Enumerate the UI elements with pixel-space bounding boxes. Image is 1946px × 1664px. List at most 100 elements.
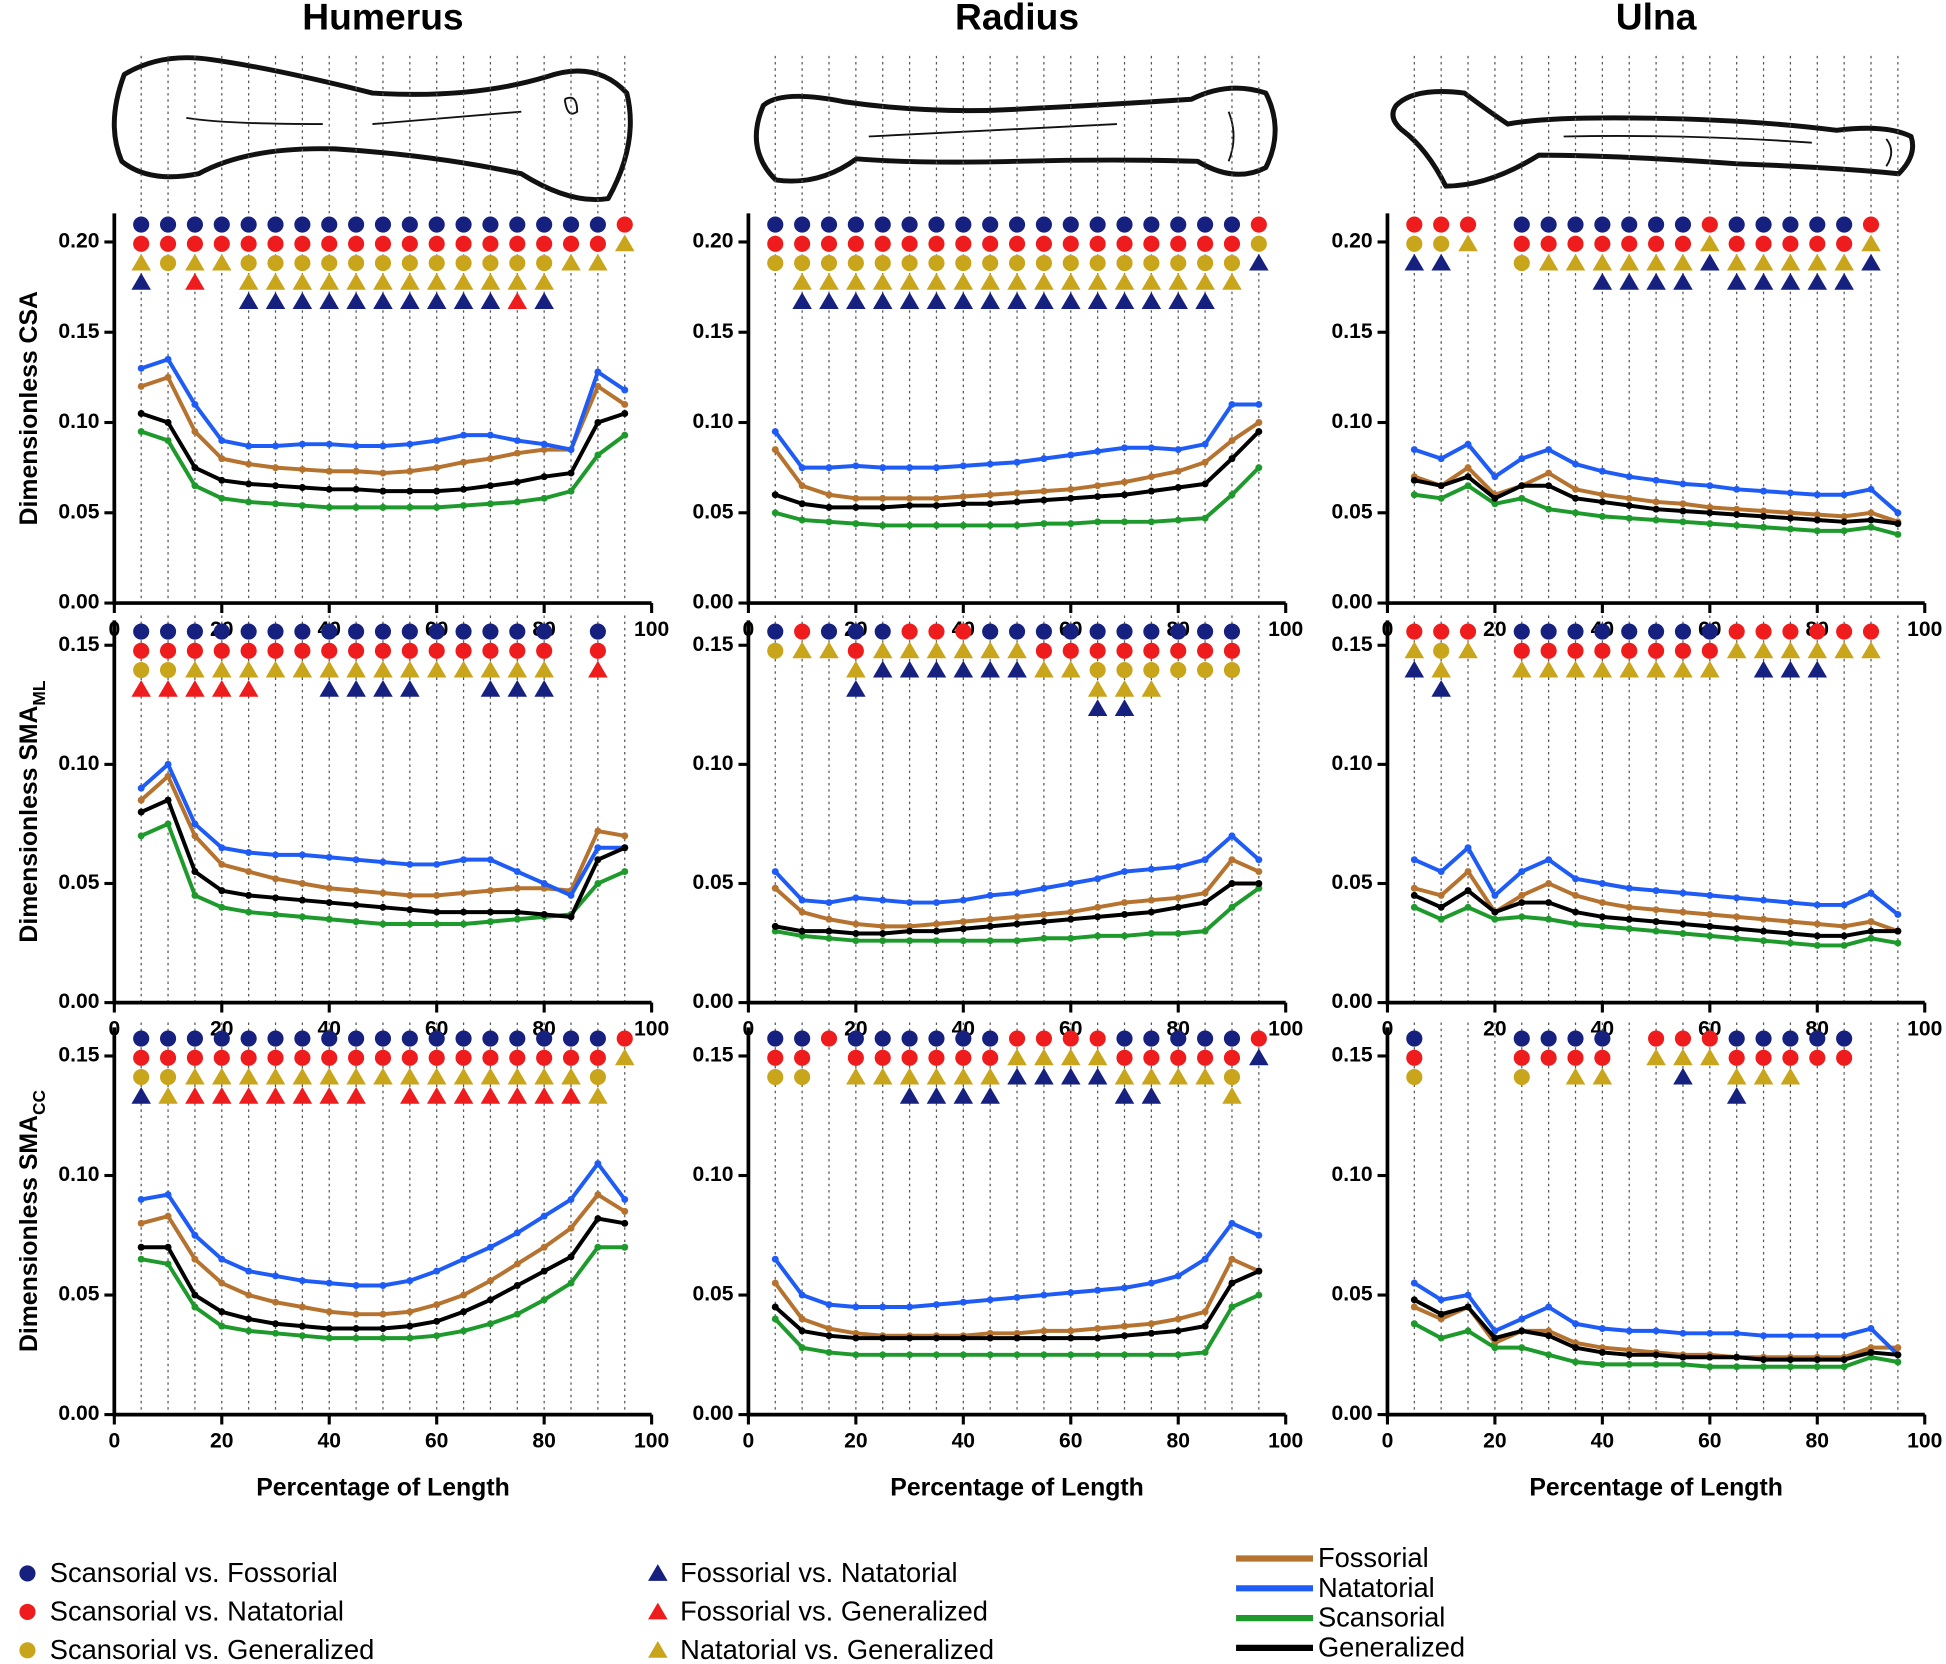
series-point	[460, 485, 468, 493]
series-point	[1813, 527, 1821, 535]
significance-marker	[1755, 623, 1772, 640]
significance-marker	[1116, 216, 1133, 233]
significance-marker	[561, 253, 581, 271]
series-point	[1067, 908, 1075, 916]
series-point	[137, 796, 145, 804]
significance-marker	[1807, 253, 1828, 271]
significance-marker	[1565, 253, 1586, 271]
series-point	[1040, 1351, 1048, 1359]
significance-marker	[1223, 1030, 1241, 1047]
significance-marker	[1061, 292, 1081, 309]
significance-marker	[1007, 641, 1027, 659]
series-point	[1121, 932, 1128, 940]
series-point	[879, 503, 887, 511]
significance-marker	[426, 1086, 447, 1104]
series-point	[298, 1303, 306, 1311]
series-point	[540, 440, 548, 448]
series-point	[1813, 511, 1821, 519]
significance-marker	[1170, 642, 1187, 659]
significance-marker	[589, 235, 606, 252]
series-point	[1518, 1344, 1526, 1352]
significance-marker	[294, 216, 311, 233]
significance-marker	[267, 1030, 284, 1047]
y-axis-label-main: Dimensionless SMA	[15, 705, 42, 942]
significance-marker	[767, 235, 784, 252]
series-point	[1094, 1325, 1102, 1332]
series-point	[486, 455, 494, 463]
significance-marker	[509, 623, 526, 640]
series-point	[1174, 1315, 1182, 1323]
significance-marker	[131, 679, 151, 697]
significance-marker	[1726, 641, 1747, 659]
series-point	[825, 503, 833, 511]
series-point	[1545, 505, 1553, 513]
series-point	[1652, 1327, 1660, 1335]
series-point	[1894, 927, 1902, 935]
series-point	[1760, 1363, 1768, 1371]
significance-marker	[1062, 642, 1079, 659]
series-point	[1545, 446, 1553, 454]
significance-marker	[1648, 235, 1665, 252]
series-point	[798, 516, 806, 524]
series-point	[567, 913, 575, 921]
series-point	[852, 1303, 860, 1311]
series-point	[325, 503, 333, 511]
series-point	[540, 910, 548, 918]
legend-marker	[19, 1642, 36, 1659]
series-point	[540, 880, 548, 887]
y-tick-label: 0.05	[692, 1283, 733, 1306]
series-point	[906, 494, 914, 502]
series-point	[1040, 910, 1048, 918]
series-point	[1652, 927, 1660, 935]
series-point	[1437, 1334, 1445, 1342]
significance-marker	[482, 216, 499, 233]
series-point	[1598, 1325, 1606, 1332]
significance-marker	[1565, 1067, 1586, 1085]
series-point	[460, 920, 468, 928]
series-point	[513, 498, 521, 506]
significance-marker	[267, 623, 284, 640]
significance-marker	[400, 272, 420, 290]
series-point	[218, 903, 226, 911]
series-point	[1679, 920, 1687, 928]
significance-marker	[1753, 272, 1774, 290]
y-tick-label: 0.05	[1332, 871, 1373, 894]
significance-marker	[1513, 642, 1530, 659]
series-point	[852, 520, 860, 528]
significance-marker	[480, 660, 501, 678]
series-point	[379, 1334, 387, 1342]
series-point	[486, 1320, 494, 1328]
series-point	[1228, 1219, 1236, 1227]
series-point	[1518, 913, 1526, 921]
series-point	[137, 410, 145, 417]
series-point	[906, 1303, 914, 1311]
significance-marker	[213, 642, 230, 659]
significance-marker	[133, 662, 150, 679]
significance-marker	[1674, 1030, 1692, 1047]
series-point	[245, 1267, 253, 1275]
significance-marker	[1197, 235, 1214, 252]
series-point	[1572, 891, 1579, 899]
series-point	[379, 889, 387, 897]
significance-marker	[1807, 641, 1828, 659]
significance-marker	[400, 1067, 420, 1085]
significance-marker	[1087, 292, 1108, 309]
series-point	[406, 440, 414, 448]
series-point	[513, 868, 521, 876]
significance-marker	[1141, 1086, 1162, 1104]
significance-marker	[1648, 642, 1665, 659]
significance-marker	[455, 623, 472, 640]
series-point	[1813, 941, 1821, 949]
series-point	[272, 910, 279, 918]
significance-marker	[1089, 623, 1106, 640]
significance-marker	[1168, 1067, 1189, 1085]
x-tick-label: 100	[1268, 1017, 1303, 1040]
series-point	[137, 1243, 145, 1251]
series-point	[513, 1282, 521, 1289]
significance-marker	[1594, 642, 1611, 659]
series-point	[1201, 856, 1209, 864]
series-point	[1410, 1279, 1418, 1287]
significance-marker	[482, 235, 499, 252]
significance-marker	[1116, 235, 1133, 252]
series-point	[567, 446, 575, 454]
